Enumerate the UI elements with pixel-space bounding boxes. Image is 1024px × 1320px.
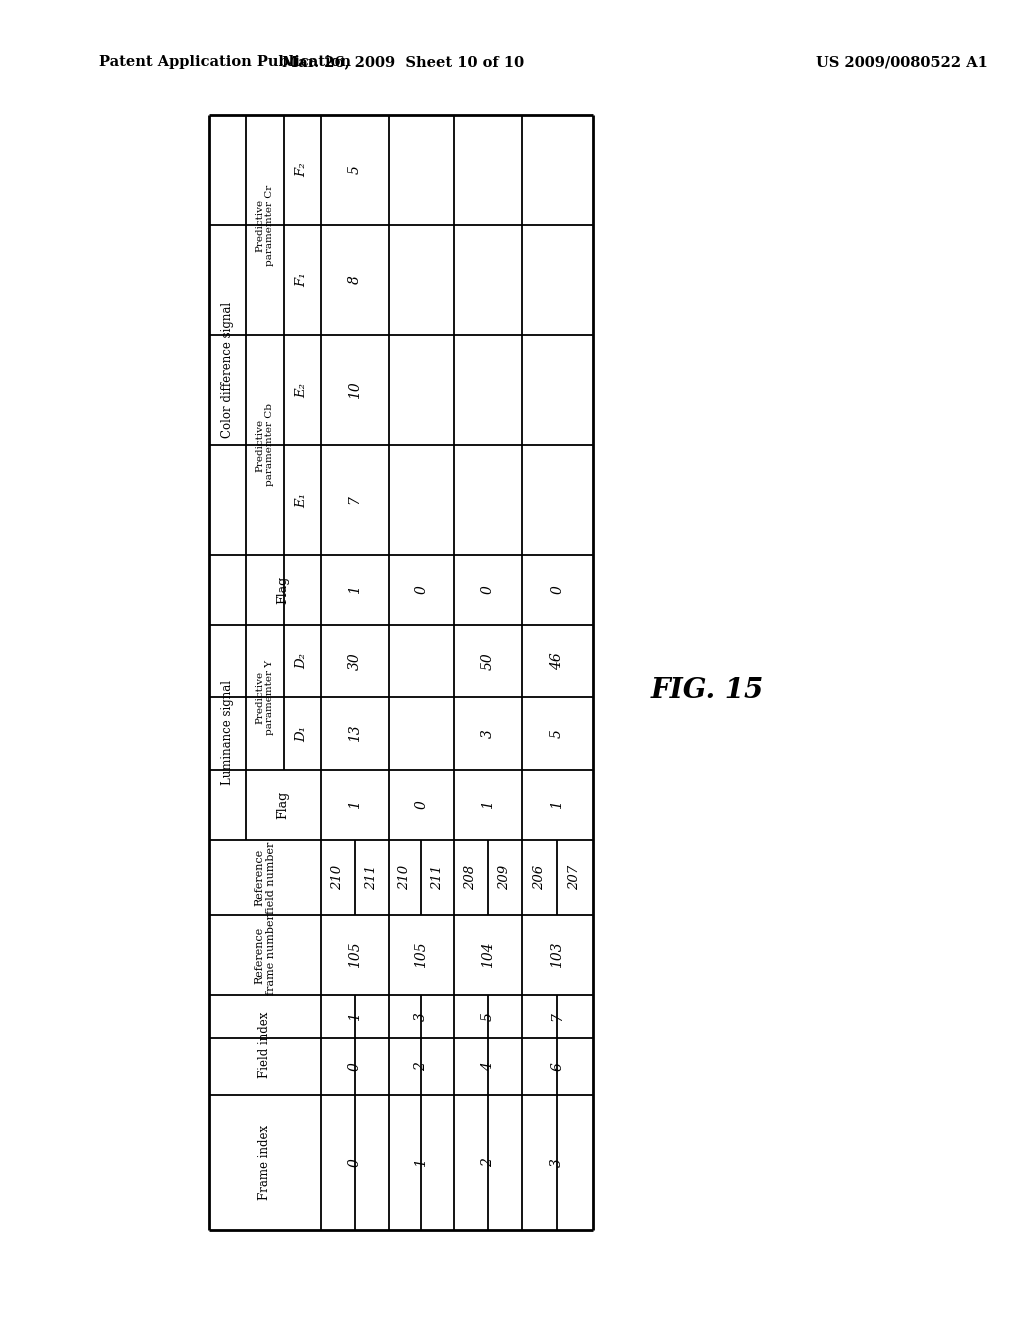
Text: Reference
frame number: Reference frame number [254, 915, 275, 995]
Text: Predictive
paramemter Cr: Predictive paramemter Cr [255, 185, 274, 265]
Text: 0: 0 [550, 586, 564, 594]
Text: 209: 209 [498, 865, 511, 890]
Text: 2: 2 [480, 1158, 495, 1167]
Text: 1: 1 [347, 1012, 361, 1020]
Text: D₂: D₂ [296, 653, 308, 669]
Text: E₂: E₂ [296, 383, 308, 397]
Text: 3: 3 [414, 1012, 428, 1020]
Text: 2: 2 [414, 1063, 428, 1071]
Text: 3: 3 [480, 729, 495, 738]
Text: US 2009/0080522 A1: US 2009/0080522 A1 [816, 55, 988, 69]
Text: 0: 0 [480, 586, 495, 594]
Text: Predictive
paramemter Y: Predictive paramemter Y [255, 660, 274, 735]
Text: 4: 4 [480, 1063, 495, 1071]
Text: 7: 7 [347, 495, 361, 504]
Text: 1: 1 [550, 800, 564, 809]
Text: 206: 206 [532, 865, 546, 890]
Text: 3: 3 [550, 1158, 564, 1167]
Text: 5: 5 [480, 1012, 495, 1020]
Text: 0: 0 [414, 800, 428, 809]
Text: 105: 105 [347, 941, 361, 969]
Text: 207: 207 [568, 865, 581, 890]
Text: 0: 0 [347, 1063, 361, 1071]
Text: Color difference signal: Color difference signal [221, 302, 233, 438]
Text: 1: 1 [480, 800, 495, 809]
Text: Luminance signal: Luminance signal [221, 680, 233, 785]
Text: D₁: D₁ [296, 726, 308, 742]
Text: Predictive
paramemter Cb: Predictive paramemter Cb [255, 404, 274, 487]
Text: 210: 210 [331, 865, 344, 890]
Text: 7: 7 [550, 1012, 564, 1020]
Text: 13: 13 [347, 725, 361, 742]
Text: 104: 104 [480, 941, 495, 969]
Text: 0: 0 [347, 1158, 361, 1167]
Text: Flag: Flag [276, 791, 290, 820]
Text: E₁: E₁ [296, 492, 308, 507]
Text: 50: 50 [480, 652, 495, 669]
Text: 5: 5 [347, 165, 361, 174]
Text: 103: 103 [550, 941, 564, 969]
Text: Frame index: Frame index [258, 1125, 271, 1200]
Text: Mar. 26, 2009  Sheet 10 of 10: Mar. 26, 2009 Sheet 10 of 10 [282, 55, 524, 69]
Text: 30: 30 [347, 652, 361, 669]
Text: 0: 0 [414, 586, 428, 594]
Text: F₁: F₁ [296, 273, 308, 288]
Text: 210: 210 [398, 865, 411, 890]
Text: Flag: Flag [276, 576, 290, 605]
Text: 46: 46 [550, 652, 564, 669]
Text: 105: 105 [414, 941, 428, 969]
Text: FIG. 15: FIG. 15 [651, 676, 764, 704]
Text: Patent Application Publication: Patent Application Publication [99, 55, 351, 69]
Text: Field index: Field index [258, 1012, 271, 1078]
Text: Reference
field number: Reference field number [254, 841, 275, 913]
Text: 5: 5 [550, 729, 564, 738]
Text: 6: 6 [550, 1063, 564, 1071]
Text: 211: 211 [366, 865, 378, 890]
Text: 8: 8 [347, 276, 361, 284]
Text: 10: 10 [347, 381, 361, 399]
Text: 211: 211 [431, 865, 443, 890]
Text: 208: 208 [464, 865, 477, 890]
Text: 1: 1 [347, 800, 361, 809]
Text: 1: 1 [414, 1158, 428, 1167]
Text: 1: 1 [347, 586, 361, 594]
Text: F₂: F₂ [296, 162, 308, 177]
